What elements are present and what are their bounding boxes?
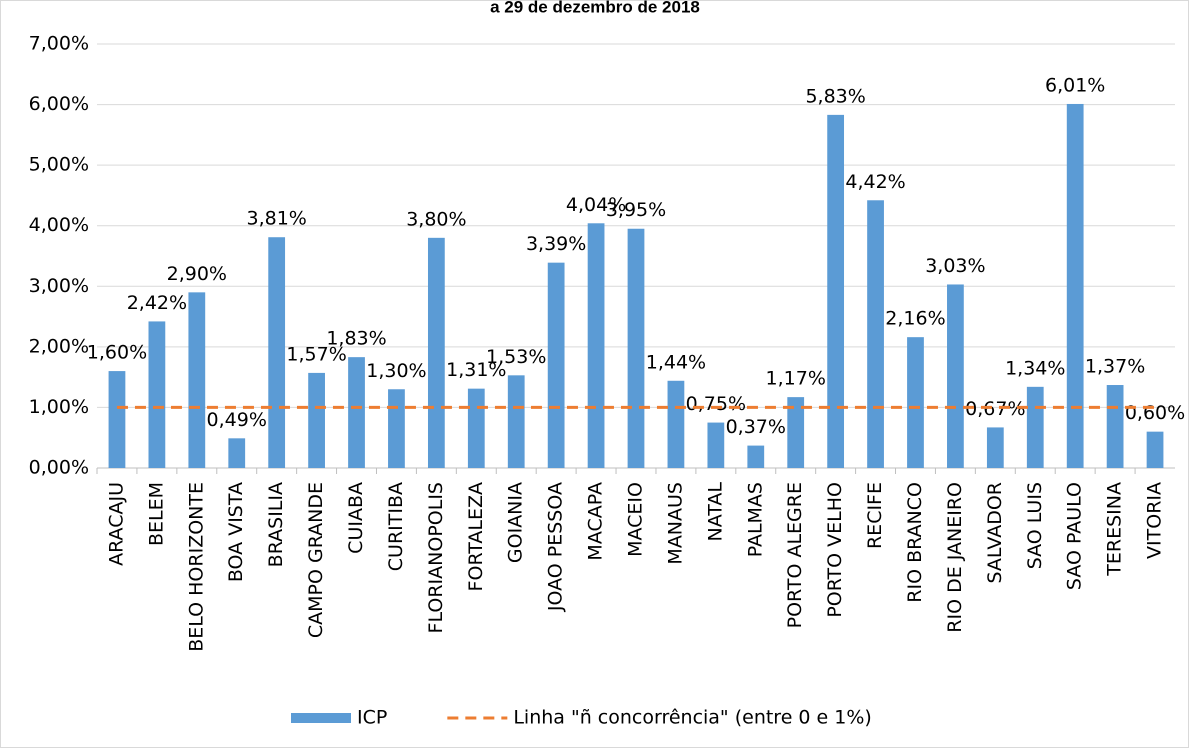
bar [587,223,605,468]
y-tick-label: 6,00% [29,93,89,115]
data-label: 4,42% [845,171,905,193]
data-label: 0,60% [1125,402,1185,424]
x-tick-label: JOAO PESSOA [545,482,567,612]
bar [1066,103,1084,469]
data-label: 3,81% [246,208,306,230]
data-label: 1,53% [486,346,546,368]
x-tick-label: BELO HORIZONTE [185,482,207,652]
data-label: 5,83% [805,85,865,107]
x-tick-label: CAMPO GRANDE [305,482,327,638]
y-tick-label: 2,00% [29,335,89,357]
y-tick-label: 3,00% [29,275,89,297]
bar [627,228,645,468]
x-tick-label: RIO BRANCO [904,482,926,603]
data-label: 6,01% [1045,74,1105,96]
data-label: 4,04% [566,194,626,216]
bar [947,284,964,468]
x-tick-label: ARACAJU [105,482,127,566]
data-label: 3,03% [925,255,985,277]
x-tick-label: FLORIANOPOLIS [425,482,447,633]
chart-title: a 29 de dezembro de 2018 [490,0,700,16]
data-label: 1,34% [1005,357,1065,379]
x-tick-label: SAO LUIS [1024,482,1046,569]
bar [427,237,445,468]
data-label: 1,31% [446,359,506,381]
y-tick-label: 1,00% [29,396,89,418]
data-label: 1,17% [766,368,826,390]
y-tick-label: 7,00% [29,33,89,55]
x-tick-label: NATAL [704,482,726,542]
bar [667,380,685,468]
data-label: 1,37% [1085,356,1145,378]
x-tick-label: MANAUS [664,482,686,565]
bar [986,427,1004,468]
data-label: 2,90% [167,263,227,285]
x-tick-label: MACAPA [585,482,607,561]
bar [228,438,246,468]
bar [907,337,924,468]
data-label: 3,80% [406,208,466,230]
legend-label: ICP [357,707,387,729]
bar [507,375,525,468]
bar [467,388,485,468]
legend-swatch [291,713,351,723]
x-tick-label: RIO DE JANEIRO [944,482,966,633]
bar [707,422,725,468]
bar [787,397,805,468]
x-tick-label: TERESINA [1104,482,1126,577]
x-tick-label: CURITIBA [385,482,407,571]
x-tick-label: SAO PAULO [1064,482,1086,590]
bar [188,292,206,468]
x-tick-label: PORTO ALEGRE [784,482,806,628]
bar [348,357,365,468]
x-tick-label: BRASILIA [265,482,287,567]
bar [308,372,325,468]
bar [1106,385,1124,468]
y-tick-label: 5,00% [29,154,89,176]
data-label: 0,75% [686,393,746,415]
x-tick-label: PORTO VELHO [824,482,846,618]
x-tick-label: BELEM [145,482,167,546]
data-label: 2,42% [127,292,187,314]
x-tick-label: FORTALEZA [465,482,487,591]
x-tick-label: VITORIA [1144,482,1166,559]
x-tick-label: SALVADOR [984,482,1006,583]
bar [827,114,845,469]
legend-label: Linha "ñ concorrência" (entre 0 e 1%) [513,707,872,729]
data-label: 3,95% [606,199,666,221]
data-label: 1,44% [646,351,706,373]
data-label: 1,30% [366,360,426,382]
bar [747,445,765,468]
data-label: 0,37% [726,416,786,438]
data-label: 2,16% [885,308,945,330]
x-tick-label: MACEIO [625,482,647,557]
x-tick-label: CUIABA [345,482,367,554]
y-tick-label: 4,00% [29,214,89,236]
bar [867,200,884,468]
y-tick-label: 0,00% [29,457,89,479]
bar [268,237,286,468]
x-tick-label: RECIFE [864,482,886,549]
x-tick-label: GOIANIA [505,482,527,563]
bar [1026,386,1044,468]
data-label: 0,67% [965,398,1025,420]
data-label: 1,83% [326,328,386,350]
x-tick-label: BOA VISTA [225,482,247,582]
bar [1146,431,1164,468]
x-tick-label: PALMAS [744,482,766,557]
bar [547,262,565,468]
bar [388,389,405,468]
bar [108,371,126,468]
data-label: 3,39% [526,233,586,255]
bar [148,321,166,468]
data-label: 0,49% [207,409,267,431]
data-label: 1,57% [286,343,346,365]
data-label: 1,60% [87,342,147,364]
